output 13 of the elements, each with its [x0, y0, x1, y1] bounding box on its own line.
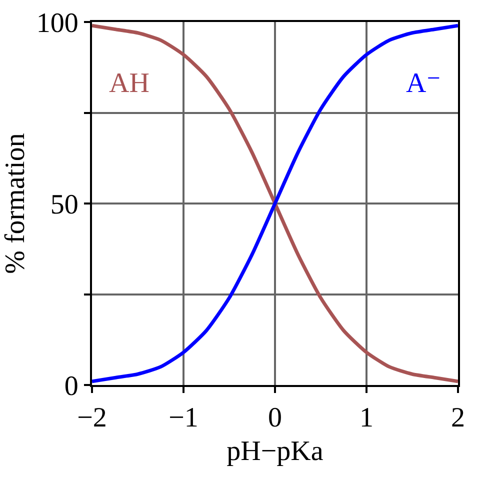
- x-axis-title: pH−pKa: [226, 436, 324, 468]
- series-label: A⁻: [406, 68, 441, 99]
- x-tick-label: 0: [268, 402, 282, 434]
- y-tick-label: 50: [50, 189, 78, 220]
- y-axis-title: % formation: [0, 133, 31, 274]
- y-tick-label: 0: [64, 370, 78, 402]
- x-tick-label: −1: [168, 402, 198, 434]
- x-tick-label: 1: [360, 402, 374, 434]
- x-tick-label: −2: [77, 402, 107, 434]
- x-tick-label: 2: [451, 402, 465, 434]
- line-series: [92, 24, 458, 384]
- y-tick-label: 100: [36, 8, 78, 39]
- series-label: AH: [109, 68, 150, 99]
